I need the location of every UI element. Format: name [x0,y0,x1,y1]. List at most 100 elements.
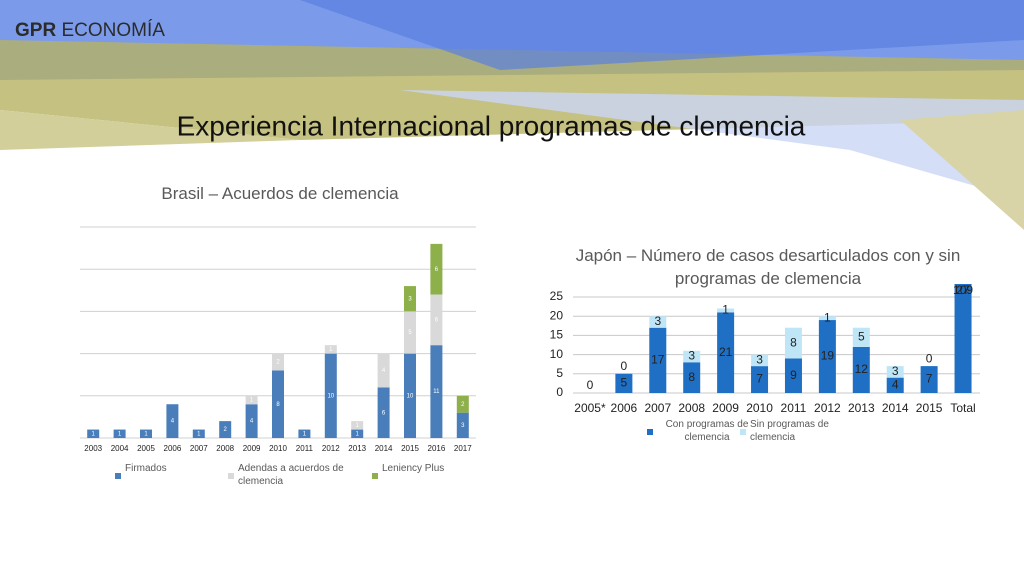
bar-segment [219,421,232,438]
bar-segment [751,354,769,367]
y-tick-label: 20 [550,308,564,322]
x-tick-label: 2004 [111,444,129,453]
data-label: 3 [461,423,465,429]
legend-label: Leniency Plus [382,463,445,474]
legend-label: Sin programas de clemencia [750,419,829,443]
x-tick-label: 2009 [243,444,261,453]
data-label: 1 [303,431,307,437]
bg-shape [900,110,1024,230]
bar-segment [784,358,802,393]
y-tick-label: 5 [556,366,563,380]
bars [615,284,972,393]
bar-segment [192,429,205,438]
data-label: 1 [824,310,831,324]
chart-title: Brasil – Acuerdos de clemencia [161,184,399,203]
x-tick-label: 2015 [401,444,419,453]
bar-segment [430,294,443,346]
data-label: 5 [621,376,628,390]
bar-segment [852,327,870,347]
bar-segment [717,312,735,393]
bar-segment [818,320,836,393]
legend-box: Con programas de clemencia [666,419,749,443]
data-label: 3 [756,353,763,367]
legend-label: Adendas a acuerdos de clemencia [238,463,344,487]
x-tick-label: 2012 [814,401,841,415]
x-tick-label: 2014 [375,444,393,453]
brand: GPR ECONOMÍA [15,20,165,41]
data-label: 8 [276,402,280,408]
legend-swatch [228,473,234,479]
data-label: 7 [756,372,763,386]
bar-segment [324,353,337,438]
data-label: 27 [956,283,970,297]
x-tick-label: 2005 [137,444,155,453]
bar-segment [784,327,802,359]
x-tick-label: 2012 [322,444,340,453]
data-label: 4 [171,419,175,425]
data-label: 2 [276,360,280,366]
x-tick-label: 2016 [428,444,446,453]
bar-segment [245,404,258,438]
bar-segment [649,316,667,328]
data-label: 19 [821,349,835,363]
bar-segment [818,316,836,321]
data-label: 1 [250,398,254,404]
bar-segment [456,395,469,413]
data-label: 3 [408,296,412,302]
data-label: 1 [144,431,148,437]
legend-swatch [372,473,378,479]
data-label: 1 [329,347,333,353]
data-label: 3 [892,364,899,378]
bg-shape [400,90,1024,200]
bar-segment [87,429,100,438]
data-label: 9 [790,368,797,382]
data-label: 4 [892,377,899,391]
x-tick-label: 2007 [644,401,671,415]
bar-segment [683,362,701,393]
data-label: 1 [356,423,360,429]
bar-segment [324,345,337,354]
legend-box: Sin programas de clemencia [750,419,829,443]
x-tick-label: 2009 [712,401,739,415]
data-label: 0 [926,351,933,365]
bg-shape [300,0,1024,70]
data-label: 11 [433,389,440,395]
data-label: 1 [197,431,201,437]
bar-segment [717,308,735,313]
bar-segment [377,387,390,438]
data-label: 2 [461,402,465,408]
bar-segment [920,366,938,393]
data-label: 8 [688,370,695,384]
data-label: 10 [407,393,414,399]
bar-segment [954,284,972,393]
y-tick-label: 10 [550,347,564,361]
x-tick-label: Total [950,401,975,415]
bar-segment [430,243,443,295]
bar-segment [298,429,311,438]
bars [87,243,469,438]
data-label: 7 [926,372,933,386]
bar-segment [140,429,152,438]
y-tick-label: 25 [550,289,564,303]
x-tick-label: 2006 [164,444,182,453]
bar-segment [615,373,633,393]
x-tick-label: 2015 [916,401,943,415]
bar-segment [404,311,416,354]
data-label: 0 [587,378,594,392]
bg-shape [0,110,300,150]
legend-box: Leniency Plus [382,463,445,474]
data-label: 10 [327,393,334,399]
brand-name: GPR [15,20,56,41]
data-label: 17 [651,353,665,367]
data-label: 3 [688,349,695,363]
data-label: 5 [858,329,865,343]
bar-segment [272,370,284,438]
data-label: 5 [408,330,412,336]
brand-section: ECONOMÍA [61,20,165,41]
x-tick-label: 2003 [84,444,102,453]
data-label: 1 [118,431,122,437]
data-label: 109 [953,283,973,297]
bar-segment [649,327,667,393]
bar-segment [886,366,904,378]
